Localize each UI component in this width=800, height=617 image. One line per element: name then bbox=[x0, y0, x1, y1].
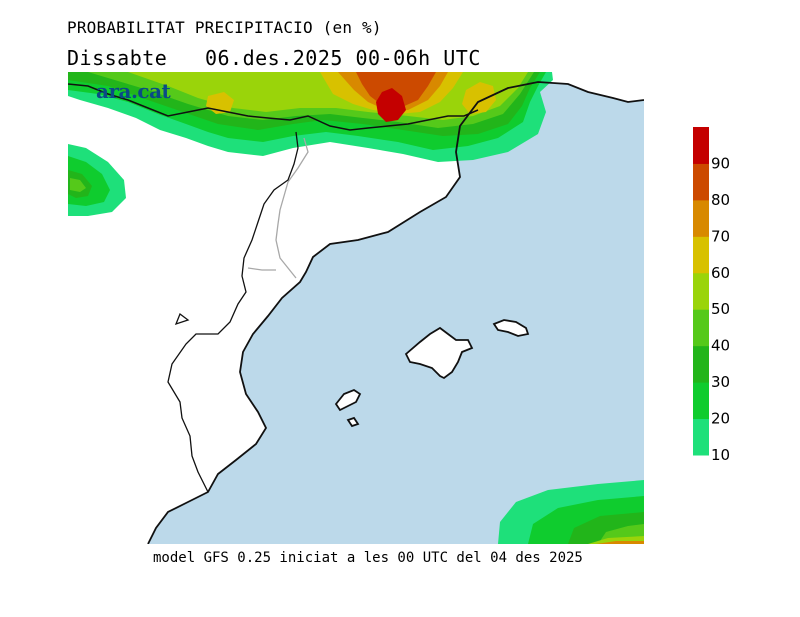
precip-band-80 bbox=[356, 72, 436, 108]
legend-bin-70-80 bbox=[693, 199, 709, 237]
legend-tick-80: 80 bbox=[711, 191, 730, 209]
island-mallorca bbox=[404, 326, 474, 380]
border-valencia-west bbox=[174, 312, 190, 326]
legend-tick-90: 90 bbox=[711, 154, 730, 172]
legend-tick-40: 40 bbox=[711, 337, 730, 355]
precip-band-60-east bbox=[462, 82, 496, 114]
coastline bbox=[147, 81, 644, 544]
legend-tick-20: 20 bbox=[711, 410, 730, 428]
legend-tick-60: 60 bbox=[711, 264, 730, 282]
legend-bin-80-90 bbox=[693, 163, 709, 201]
precip-west-40 bbox=[70, 178, 86, 192]
model-info: model GFS 0.25 iniciat a les 00 UTC del … bbox=[153, 550, 583, 566]
island-formentera bbox=[346, 416, 360, 428]
legend-bin-60-70 bbox=[693, 236, 709, 274]
legend-tick-70: 70 bbox=[711, 227, 730, 245]
legend-bin-10-20 bbox=[693, 418, 709, 456]
map-title: PROBABILITAT PRECIPITACIO (en %) bbox=[67, 18, 382, 37]
legend-bin-30-40 bbox=[693, 345, 709, 383]
border-regional bbox=[247, 137, 309, 279]
island-menorca bbox=[492, 319, 530, 337]
legend-bin-90-100 bbox=[693, 127, 709, 164]
forecast-period: Dissabte 06.des.2025 00-06h UTC bbox=[67, 46, 481, 70]
border-pyrenees bbox=[68, 83, 479, 131]
mainland bbox=[68, 72, 644, 544]
ara-cat-logo: ara.cat bbox=[96, 79, 171, 103]
island-eivissa bbox=[334, 388, 362, 412]
legend-bin-50-60 bbox=[693, 272, 709, 310]
legend-tick-10: 10 bbox=[711, 446, 730, 464]
legend-tick-50: 50 bbox=[711, 300, 730, 318]
precip-band-90 bbox=[376, 88, 406, 122]
legend-labels: 10 20 30 40 50 60 70 80 90 bbox=[711, 154, 730, 464]
legend: 10 20 30 40 50 60 70 80 90 bbox=[693, 127, 730, 464]
legend-tick-30: 30 bbox=[711, 373, 730, 391]
border-interior bbox=[167, 131, 299, 493]
legend-bin-40-50 bbox=[693, 309, 709, 347]
precipitation-map bbox=[68, 72, 644, 544]
legend-color-scale bbox=[693, 127, 709, 456]
precip-southeast-70 bbox=[596, 541, 644, 544]
legend-bin-20-30 bbox=[693, 382, 709, 420]
